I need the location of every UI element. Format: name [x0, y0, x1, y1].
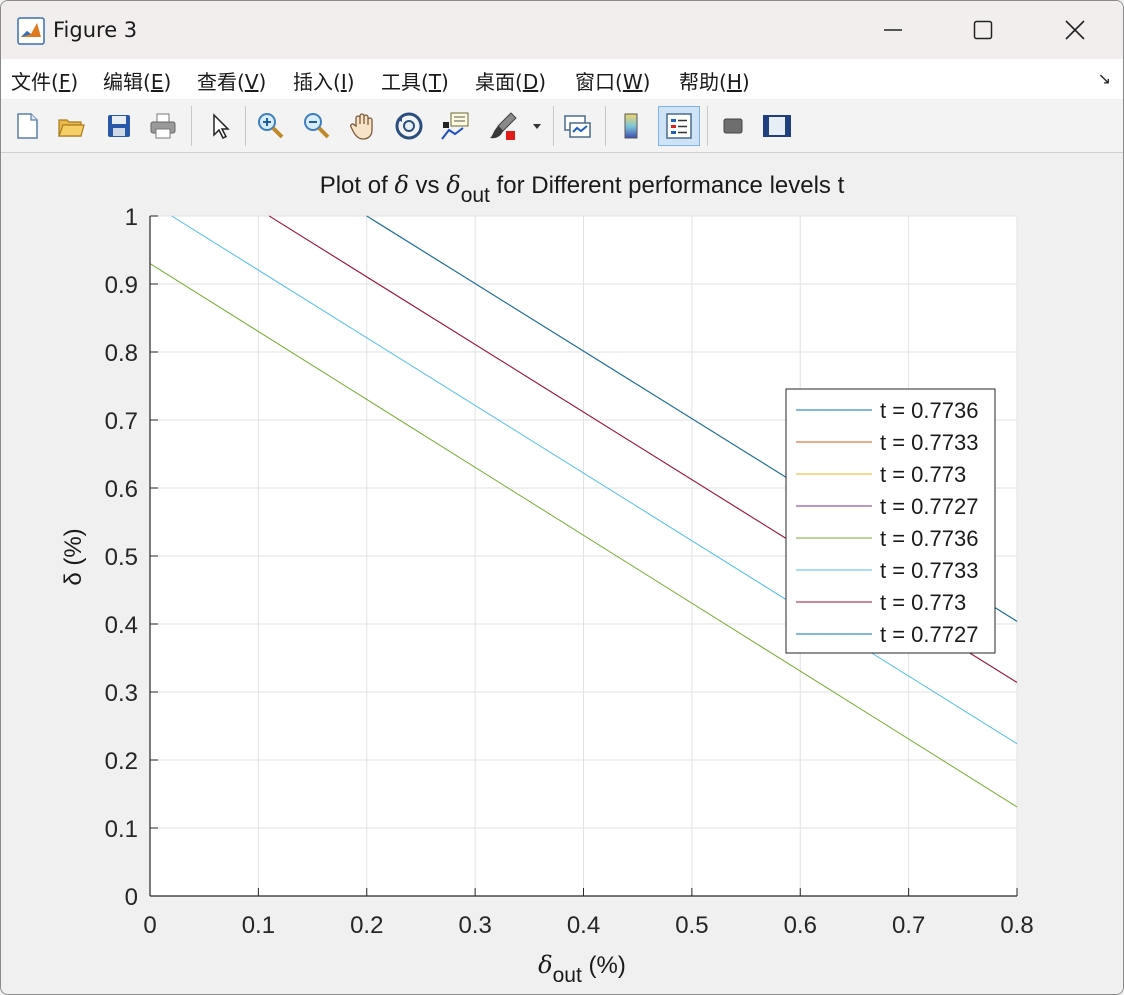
x-tick-label: 0.5 — [675, 912, 708, 939]
print-button[interactable] — [145, 108, 181, 144]
hide-plot-tools-icon — [723, 118, 743, 134]
data-cursor-icon — [441, 112, 469, 140]
x-tick-label: 0.8 — [1000, 912, 1033, 939]
save-icon — [108, 115, 130, 137]
close-button[interactable] — [1029, 1, 1121, 59]
maximize-icon — [973, 20, 993, 40]
x-tick-label: 0 — [143, 912, 156, 939]
y-axis-label: δ (%) — [60, 528, 87, 585]
toolbar-separator — [245, 106, 246, 146]
chevron-down-icon — [533, 124, 541, 129]
toolbar-separator — [707, 106, 708, 146]
series-line-6 — [171, 215, 1018, 745]
select-pointer-icon — [213, 113, 230, 140]
pan-button[interactable] — [345, 108, 381, 144]
show-plot-tools-button[interactable] — [759, 108, 795, 144]
menu-view[interactable]: 查看(V) — [197, 70, 267, 94]
zoom-in-icon — [258, 113, 284, 139]
menu-file[interactable]: 文件(F) — [11, 70, 79, 94]
dock-arrow-icon[interactable]: ↘ — [1097, 69, 1111, 88]
x-tick-label: 0.4 — [567, 912, 600, 939]
colorbar-icon — [624, 113, 638, 139]
x-axis-label: δout (%) — [538, 951, 626, 987]
legend-label: t = 0.7727 — [880, 494, 978, 519]
title-bar[interactable]: Figure 3 — [1, 1, 1123, 59]
y-tick-label: 0.5 — [105, 544, 138, 571]
zoom-out-button[interactable] — [299, 108, 335, 144]
zoom-in-button[interactable] — [253, 108, 289, 144]
menu-edit[interactable]: 编辑(E) — [103, 70, 172, 94]
data-cursor-button[interactable] — [437, 108, 473, 144]
maximize-button[interactable] — [937, 1, 1029, 59]
legend-label: t = 0.7733 — [880, 558, 978, 583]
menu-window[interactable]: 窗口(W) — [575, 70, 651, 94]
legend-label: t = 0.773 — [880, 590, 966, 615]
y-tick-label: 0.6 — [105, 476, 138, 503]
open-file-button[interactable] — [53, 108, 89, 144]
show-plot-tools-icon — [763, 115, 791, 137]
y-tick-label: 0.2 — [105, 748, 138, 775]
x-tick-label: 0.6 — [784, 912, 817, 939]
zoom-out-icon — [304, 113, 330, 139]
legend-box — [785, 388, 996, 654]
tick-labels: 0 0.1 0.2 0.3 0.4 0.5 0.6 0.7 0.8 0 0.1 0.2 0.3 0.4 0.… — [105, 204, 1034, 939]
toolbar-separator — [191, 106, 192, 146]
y-tick-label: 0.9 — [105, 272, 138, 299]
legend-button[interactable] — [658, 106, 700, 146]
menu-tools[interactable]: 工具(T) — [381, 70, 449, 94]
legend-icon — [666, 113, 692, 139]
y-tick-label: 0.8 — [105, 340, 138, 367]
line-chart: 0 0.1 0.2 0.3 0.4 0.5 0.6 0.7 0.8 0 0.1 0.2 0.3 0.4 0.… — [60, 171, 1034, 987]
legend[interactable]: t = 0.7736 t = 0.7733 t = 0.773 t = 0.7727 t… — [785, 388, 996, 654]
x-tick-label: 0.2 — [350, 912, 383, 939]
y-tick-label: 0.1 — [105, 816, 138, 843]
x-tick-label: 0.7 — [892, 912, 925, 939]
y-tick-label: 0.4 — [105, 612, 138, 639]
minimize-button[interactable] — [847, 1, 939, 59]
pan-hand-icon — [350, 113, 373, 140]
new-figure-button[interactable] — [9, 108, 45, 144]
colorbar-button[interactable] — [613, 108, 649, 144]
y-tick-label: 1 — [125, 204, 138, 231]
y-tick-label: 0.7 — [105, 408, 138, 435]
figure-canvas: 0 0.1 0.2 0.3 0.4 0.5 0.6 0.7 0.8 0 0.1 0.2 0.3 0.4 0.… — [1, 153, 1123, 994]
legend-label: t = 0.7733 — [880, 430, 978, 455]
brush-icon — [490, 112, 517, 140]
new-figure-icon — [17, 113, 38, 139]
y-tick-label: 0.3 — [105, 680, 138, 707]
series-line-5 — [149, 263, 1018, 808]
select-pointer-button[interactable] — [201, 108, 237, 144]
legend-label: t = 0.773 — [880, 462, 966, 487]
y-tick-label: 0 — [125, 884, 138, 911]
menu-bar: 文件(F) 编辑(E) 查看(V) 插入(I) 工具(T) 桌面(D) 窗口(W… — [1, 59, 1123, 99]
x-tick-label: 0.1 — [242, 912, 275, 939]
menu-insert[interactable]: 插入(I) — [293, 70, 355, 94]
legend-label: t = 0.7736 — [880, 526, 978, 551]
toolbar-separator — [605, 106, 606, 146]
brush-button[interactable] — [485, 108, 521, 144]
open-file-icon — [58, 119, 85, 137]
menu-desktop[interactable]: 桌面(D) — [475, 70, 547, 94]
figure-toolbar — [1, 100, 1123, 153]
rotate-3d-button[interactable] — [391, 108, 427, 144]
link-plot-icon — [564, 115, 591, 138]
hide-plot-tools-button[interactable] — [715, 108, 751, 144]
rotate-3d-icon — [395, 112, 423, 140]
save-button[interactable] — [101, 108, 137, 144]
matlab-app-icon — [17, 17, 45, 45]
chart-title: Plot of δ vs δout for Different performa… — [320, 171, 845, 207]
legend-label: t = 0.7727 — [880, 622, 978, 647]
menu-help[interactable]: 帮助(H) — [679, 70, 750, 94]
x-tick-label: 0.3 — [458, 912, 491, 939]
print-icon — [150, 113, 176, 139]
legend-label: t = 0.7736 — [880, 398, 978, 423]
brush-dropdown-button[interactable] — [527, 108, 547, 144]
close-icon — [1065, 20, 1085, 40]
axes-frame — [149, 215, 1018, 897]
link-plot-button[interactable] — [559, 108, 595, 144]
toolbar-separator — [553, 106, 554, 146]
minimize-icon — [884, 29, 902, 31]
window-title: Figure 3 — [53, 18, 138, 42]
